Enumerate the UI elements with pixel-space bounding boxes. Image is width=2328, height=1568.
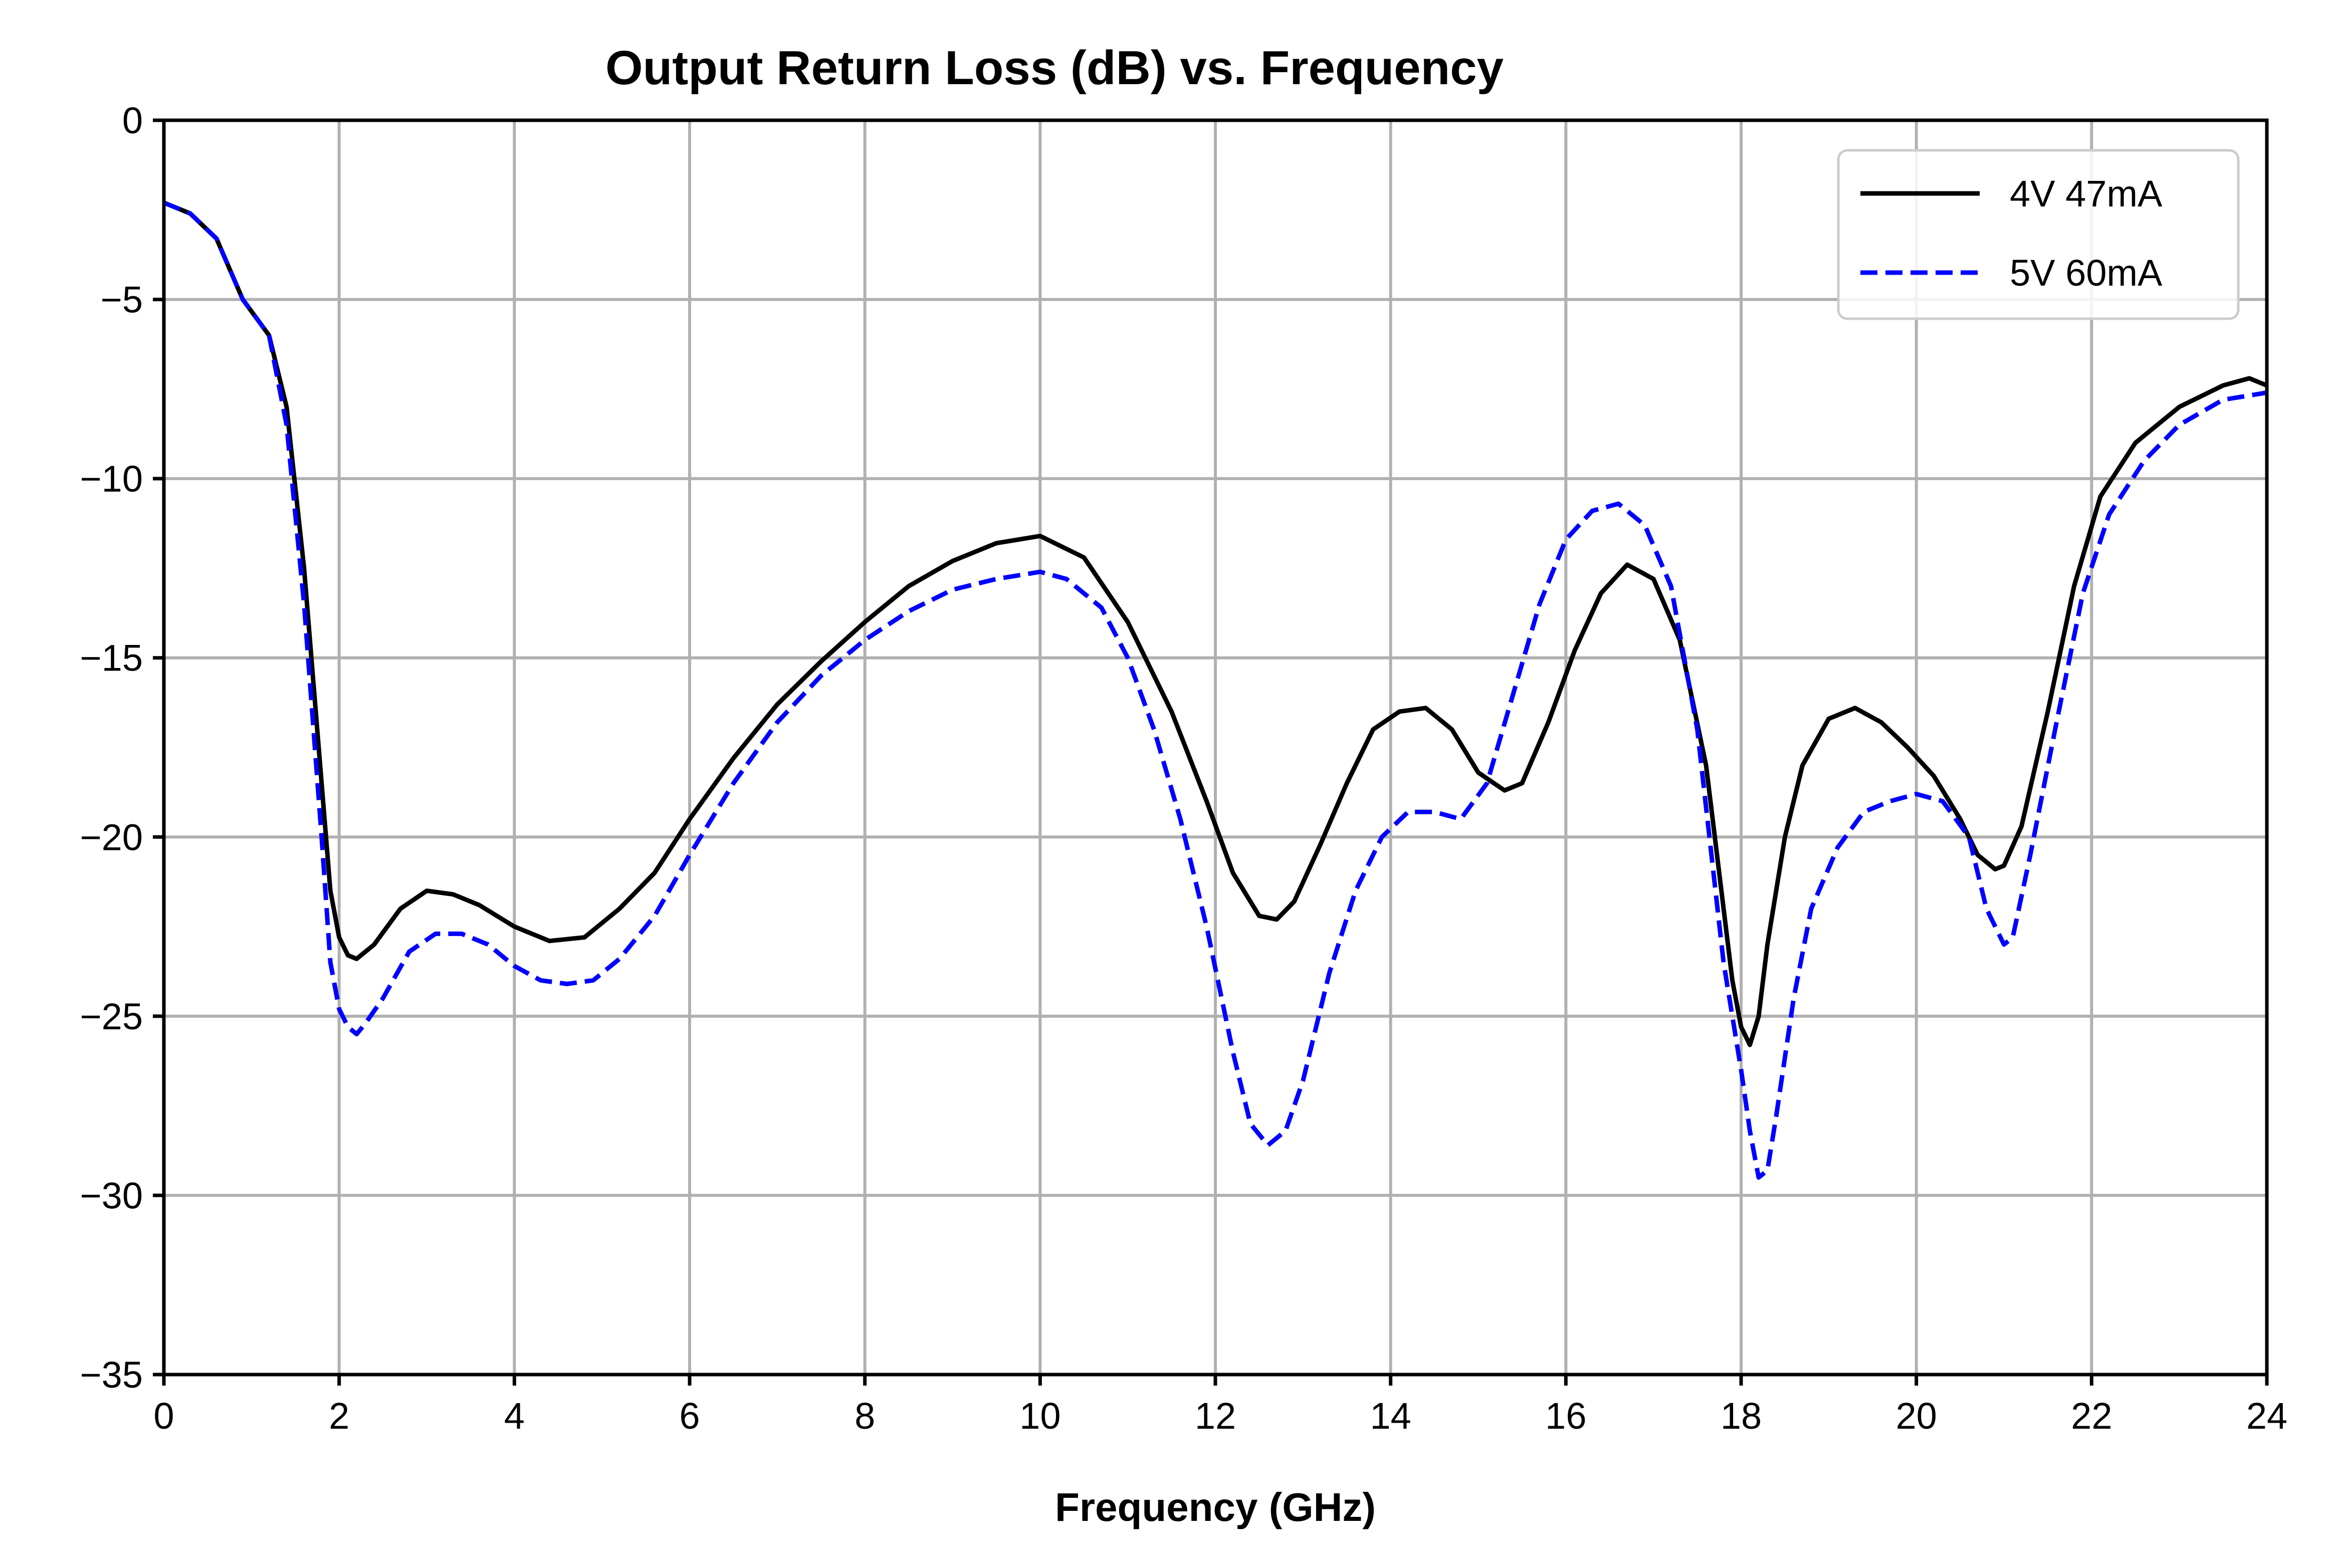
y-tick-label: −35: [80, 1354, 143, 1396]
x-tick-label: 4: [504, 1395, 525, 1437]
x-tick-label: 16: [1545, 1395, 1586, 1437]
chart-title: Output Return Loss (dB) vs. Frequency: [605, 41, 1504, 95]
x-tick-label: 20: [1896, 1395, 1937, 1437]
legend-label-4v-47ma: 4V 47mA: [2010, 173, 2163, 214]
x-tick-label: 8: [855, 1395, 875, 1437]
y-tick-label: 0: [122, 100, 143, 141]
y-tick-label: −20: [80, 816, 143, 858]
y-tick-label: −30: [80, 1175, 143, 1216]
x-tick-label: 2: [329, 1395, 349, 1437]
x-tick-label: 0: [153, 1395, 174, 1437]
x-tick-label: 14: [1370, 1395, 1411, 1437]
legend-label-5v-60ma: 5V 60mA: [2010, 252, 2163, 294]
x-axis-ticks: 0 2 4 6 8 10 12 14 16 18 20 22 24: [153, 1375, 2287, 1437]
x-tick-label: 6: [679, 1395, 700, 1437]
series-line-4v-47ma: [164, 200, 2267, 1047]
x-axis-label: Frequency (GHz): [1055, 1485, 1376, 1529]
series-line-5v-60ma: [164, 200, 2267, 1180]
y-tick-label: −15: [80, 637, 143, 679]
y-axis-ticks: 0 −5 −10 −15 −20 −25 −30 −35: [80, 100, 164, 1396]
x-tick-label: 10: [1019, 1395, 1061, 1437]
series-layer: [164, 200, 2267, 1180]
x-tick-label: 18: [1721, 1395, 1762, 1437]
grid-lines: [162, 119, 2268, 1376]
y-tick-label: −5: [101, 279, 143, 321]
x-tick-label: 24: [2246, 1395, 2287, 1437]
x-tick-label: 12: [1195, 1395, 1236, 1437]
y-tick-label: −25: [80, 996, 143, 1037]
legend: 4V 47mA 5V 60mA: [1837, 149, 2240, 320]
x-tick-label: 22: [2071, 1395, 2112, 1437]
y-tick-label: −10: [80, 458, 143, 500]
